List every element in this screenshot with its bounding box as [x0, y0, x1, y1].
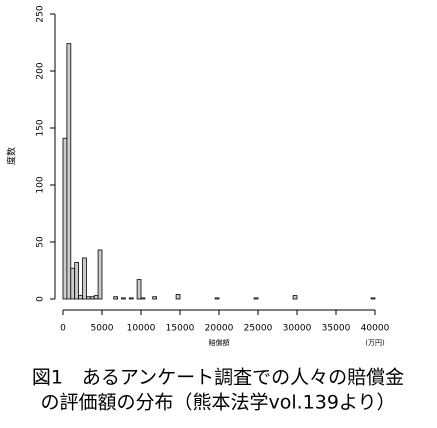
unit-label: (万円): [365, 339, 385, 347]
x-tick-label: 30000: [283, 324, 312, 334]
y-tick-label: 150: [36, 119, 46, 136]
bar: [97, 249, 103, 300]
bar: [136, 279, 142, 300]
x-tick-label: 25000: [244, 324, 273, 334]
y-tick-label: 200: [36, 62, 46, 79]
bar: [70, 267, 76, 300]
bar: [152, 296, 157, 300]
bar: [370, 297, 376, 300]
bar: [113, 296, 118, 300]
bar: [66, 43, 72, 300]
bar: [82, 257, 87, 300]
bar: [74, 262, 79, 300]
x-tick-label: 35000: [322, 324, 351, 334]
bar: [140, 297, 146, 300]
bar: [86, 296, 91, 300]
x-tick-label: 40000: [361, 324, 390, 334]
y-tick-label: 0: [36, 296, 46, 302]
x-tick-label: 5000: [91, 324, 114, 334]
x-tick-label: 0: [60, 324, 66, 334]
bar: [292, 295, 298, 300]
bar: [78, 295, 83, 300]
bar: [175, 294, 181, 300]
x-axis-label: 賠償額: [209, 338, 230, 347]
bar: [93, 295, 99, 300]
y-tick-label: 250: [36, 5, 46, 22]
bar: [128, 297, 134, 300]
bar: [89, 296, 95, 300]
bar: [121, 297, 126, 300]
caption: 図1 あるアンケート調査での人々の賠償金: [32, 367, 404, 389]
y-tick-label: 50: [36, 236, 46, 248]
x-tick-label: 10000: [127, 324, 156, 334]
y-axis-label: 度数: [6, 147, 18, 165]
bar: [62, 137, 68, 300]
x-tick-label: 20000: [205, 324, 234, 334]
caption: の評価額の分布（熊本法学vol.139より）: [40, 392, 395, 414]
bar: [214, 297, 220, 300]
bar: [253, 297, 259, 300]
x-tick-label: 15000: [166, 324, 195, 334]
y-tick-label: 100: [36, 176, 46, 193]
